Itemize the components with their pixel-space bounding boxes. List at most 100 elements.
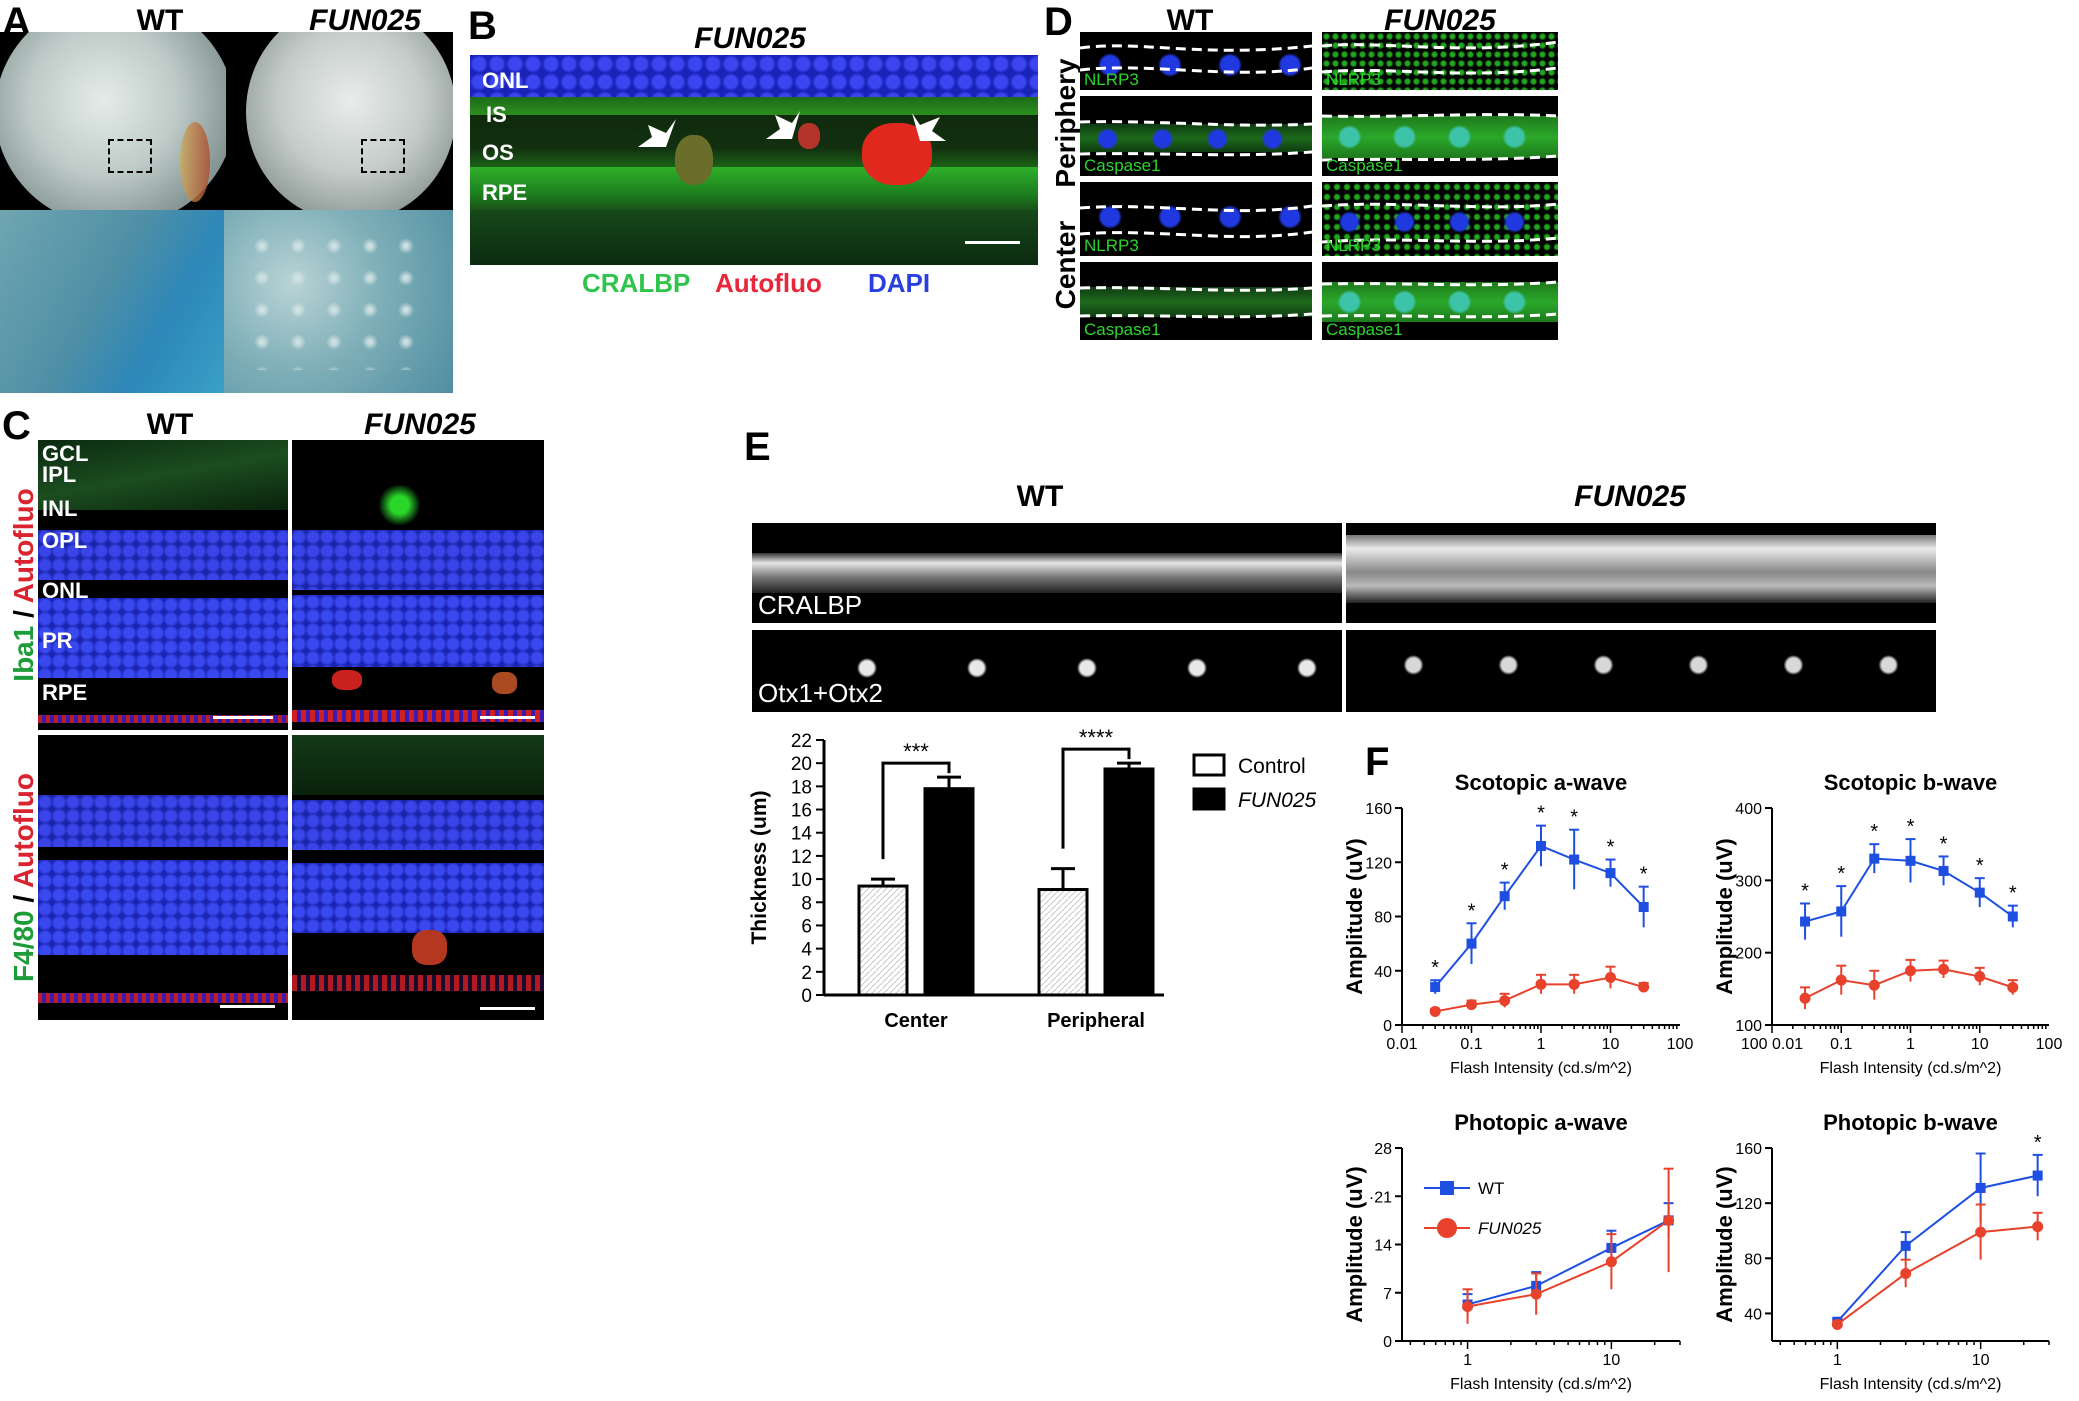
data-point-circle: [1605, 972, 1616, 984]
x-tick-label: 1: [1833, 1352, 1842, 1369]
y-axis-label: Amplitude (uV): [1342, 1166, 1367, 1322]
data-point-square: [1499, 891, 1510, 902]
x-tick-label: 10: [1602, 1352, 1620, 1369]
y-tick-label: 80: [1744, 1251, 1762, 1268]
legend-label: FUN025: [1238, 789, 1317, 812]
panel-b-layer-is: IS: [486, 102, 507, 127]
panel-c-tile-wt-f480: [38, 735, 288, 1020]
fundus-image-wt: [0, 32, 226, 210]
panel-e-tile-wt-cralbp: [752, 523, 1342, 623]
y-tick-label: 40: [1744, 1306, 1762, 1323]
significance-star: *: [2034, 1132, 2042, 1154]
data-point-circle: [1663, 1214, 1675, 1226]
y-tick-label: 120: [1735, 1196, 1762, 1213]
data-point-square: [1974, 887, 1985, 898]
panel-c-layer-gcl: GCL: [42, 441, 89, 466]
panel-d-label-caspase1: Caspase1: [1326, 320, 1403, 339]
significance-label: ****: [1079, 725, 1114, 750]
y-tick-label: 28: [1374, 1141, 1392, 1158]
x-tick-label: 10: [1602, 1036, 1620, 1053]
data-point-square: [1605, 868, 1616, 879]
data-point-square: [1869, 853, 1880, 864]
slash-separator: /: [8, 603, 39, 626]
y-tick-label: 160: [1365, 801, 1392, 818]
y-axis-label: Amplitude (uV): [1712, 838, 1737, 994]
significance-star: *: [1640, 864, 1648, 886]
x-tick-label: 100: [1667, 1036, 1694, 1053]
x-tick-label: 100 0.01: [1741, 1036, 1803, 1053]
data-point-square: [2032, 1170, 2043, 1181]
panel-d-tile-fun-periphery-caspase1: [1322, 96, 1558, 176]
data-point-circle: [1905, 965, 1916, 977]
x-axis-label: Flash Intensity (cd.s/m^2): [1450, 1060, 1632, 1077]
significance-star: *: [1537, 803, 1545, 825]
panel-label-b: B: [468, 4, 497, 48]
y-axis-label: Thickness (um): [748, 790, 771, 944]
data-point-square: [1569, 854, 1580, 865]
y-tick-label: 10: [791, 870, 812, 891]
panel-e-tile-wt-otx: [752, 630, 1342, 712]
y-tick-label: 8: [801, 893, 812, 914]
chart-title: Photopic b-wave: [1823, 1110, 1998, 1135]
data-point-circle: [1568, 978, 1580, 990]
bar: [857, 884, 909, 997]
panel-d-tile-fun-periphery-nlrp3: [1322, 32, 1558, 90]
panel-c-tile-wt-iba1: [38, 440, 288, 730]
y-tick-label: 14: [791, 824, 813, 845]
panel-b-micrograph: [470, 55, 1038, 265]
y-axis-label: Amplitude (uV): [1712, 1166, 1737, 1322]
bar: [1103, 767, 1155, 997]
panel-b-legend-cralbp: CRALBP: [582, 268, 691, 298]
data-point-square: [1800, 916, 1811, 927]
bar: [1037, 888, 1089, 997]
significance-star: *: [1837, 863, 1845, 885]
y-tick-label: 0: [801, 986, 812, 1007]
legend-label: FUN025: [1478, 1219, 1542, 1238]
panel-d-label-caspase1: Caspase1: [1326, 156, 1403, 175]
data-point-circle: [2032, 1221, 2044, 1233]
legend-label: Control: [1238, 755, 1306, 778]
panel-c-fun-title: FUN025: [364, 408, 476, 441]
significance-star: *: [1468, 900, 1476, 922]
legend-swatch: [1192, 787, 1226, 811]
panel-label-e: E: [744, 425, 771, 469]
panel-d-label-nlrp3: NLRP3: [1084, 70, 1139, 89]
data-point-square: [1466, 938, 1477, 949]
significance-star: *: [2009, 883, 2017, 905]
panel-e-tile-fun-cralbp: [1346, 523, 1936, 623]
significance-star: *: [1940, 833, 1948, 855]
panel-e-fun-title: FUN025: [1574, 480, 1686, 513]
data-point-circle: [1831, 1318, 1843, 1330]
panel-c-layer-inl: INL: [42, 496, 78, 521]
data-point-square: [1430, 982, 1441, 993]
data-point-square: [1836, 906, 1847, 917]
legend-marker-circle: [1437, 1218, 1457, 1238]
y-tick-label: 16: [791, 801, 812, 822]
data-point-circle: [1462, 1301, 1474, 1313]
bar-chart-thickness: 0 2 4 6 8 10 12 14 16 18 20 22 Thickness (um) Center *…: [744, 725, 1344, 1065]
data-point-circle: [1535, 978, 1547, 990]
y-tick-label: 0: [1383, 1334, 1392, 1351]
panel-d-label-caspase1: Caspase1: [1084, 320, 1161, 339]
y-tick-label: 6: [801, 916, 812, 937]
data-point-square: [1905, 855, 1916, 866]
panel-d-label-nlrp3: NLRP3: [1326, 70, 1381, 89]
x-tick-label: 10: [1971, 1036, 1989, 1053]
x-tick-label: 1: [1906, 1036, 1915, 1053]
line-chart-photopic-b: Photopic b-wave 40 80 120 160 1 10 Flash Intens…: [1710, 1100, 2079, 1401]
data-point-circle: [1638, 981, 1650, 993]
data-point-circle: [1868, 979, 1880, 991]
panel-d-tile-wt-periphery-caspase1: [1080, 96, 1312, 176]
iba1-label: Iba1: [8, 625, 39, 682]
significance-bracket: [1061, 747, 1131, 849]
chart-title: Scotopic a-wave: [1455, 770, 1627, 795]
x-tick-label: 0.01: [1386, 1036, 1417, 1053]
panel-b-layer-rpe: RPE: [482, 180, 528, 205]
fundus-image-fun025: [226, 32, 453, 210]
panel-b-arrows: [638, 111, 946, 147]
panel-c-layer-opl: OPL: [42, 528, 88, 553]
significance-star: *: [1431, 957, 1439, 979]
panel-d-tile-wt-center-caspase1: [1080, 262, 1312, 340]
y-tick-label: 12: [791, 847, 812, 868]
significance-star: *: [1501, 860, 1509, 882]
